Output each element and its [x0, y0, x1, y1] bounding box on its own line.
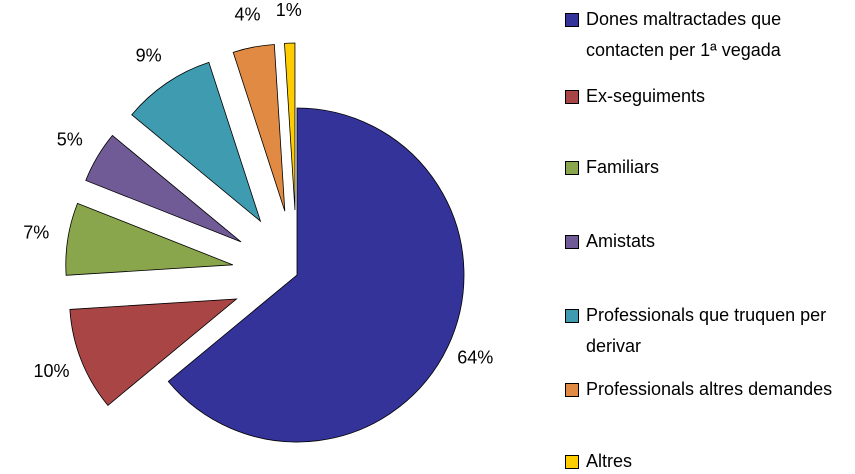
legend-item: Ex-seguiments: [565, 81, 850, 112]
legend-item: Professionals altres demandes: [565, 374, 850, 405]
data-label: 5%: [57, 129, 83, 149]
legend-swatch: [565, 90, 579, 104]
legend-item: Dones maltractades que contacten per 1ª …: [565, 4, 850, 66]
data-label: 4%: [235, 4, 261, 24]
legend-item: Familiars: [565, 152, 850, 183]
legend-swatch: [565, 161, 579, 175]
legend-swatch: [565, 383, 579, 397]
pie-area: 64% 10% 7% 5% 9% 4% 1%: [23, 0, 493, 443]
pie-slice: [69, 298, 238, 406]
data-label: 64%: [457, 348, 493, 368]
data-label: 7%: [23, 222, 49, 242]
legend-label: Ex-seguiments: [586, 86, 706, 106]
legend-swatch: [565, 309, 579, 323]
pie-slice: [284, 42, 296, 211]
legend-label: Amistats: [586, 231, 656, 251]
pie-slice: [167, 107, 465, 443]
pie-slice: [131, 61, 262, 223]
pie-slice: [65, 202, 233, 276]
data-label: 1%: [276, 0, 302, 20]
legend-label: Professionals altres demandes: [586, 379, 833, 399]
legend-label: Familiars: [586, 157, 660, 177]
legend-swatch: [565, 235, 579, 249]
legend-swatch: [565, 455, 579, 469]
legend-swatch: [565, 13, 579, 27]
legend-label: Dones maltractades que contacten per 1ª …: [586, 9, 782, 60]
legend-label: Professionals que truquen per derivar: [586, 305, 827, 356]
legend-label: Altres: [586, 451, 633, 471]
pie-slice: [85, 134, 242, 243]
pie-slice: [232, 44, 286, 212]
legend-item: Professionals que truquen per derivar: [565, 300, 850, 362]
legend-item: Altres: [565, 446, 850, 474]
data-label: 9%: [136, 45, 162, 65]
legend-item: Amistats: [565, 226, 850, 257]
data-label: 10%: [34, 361, 70, 381]
